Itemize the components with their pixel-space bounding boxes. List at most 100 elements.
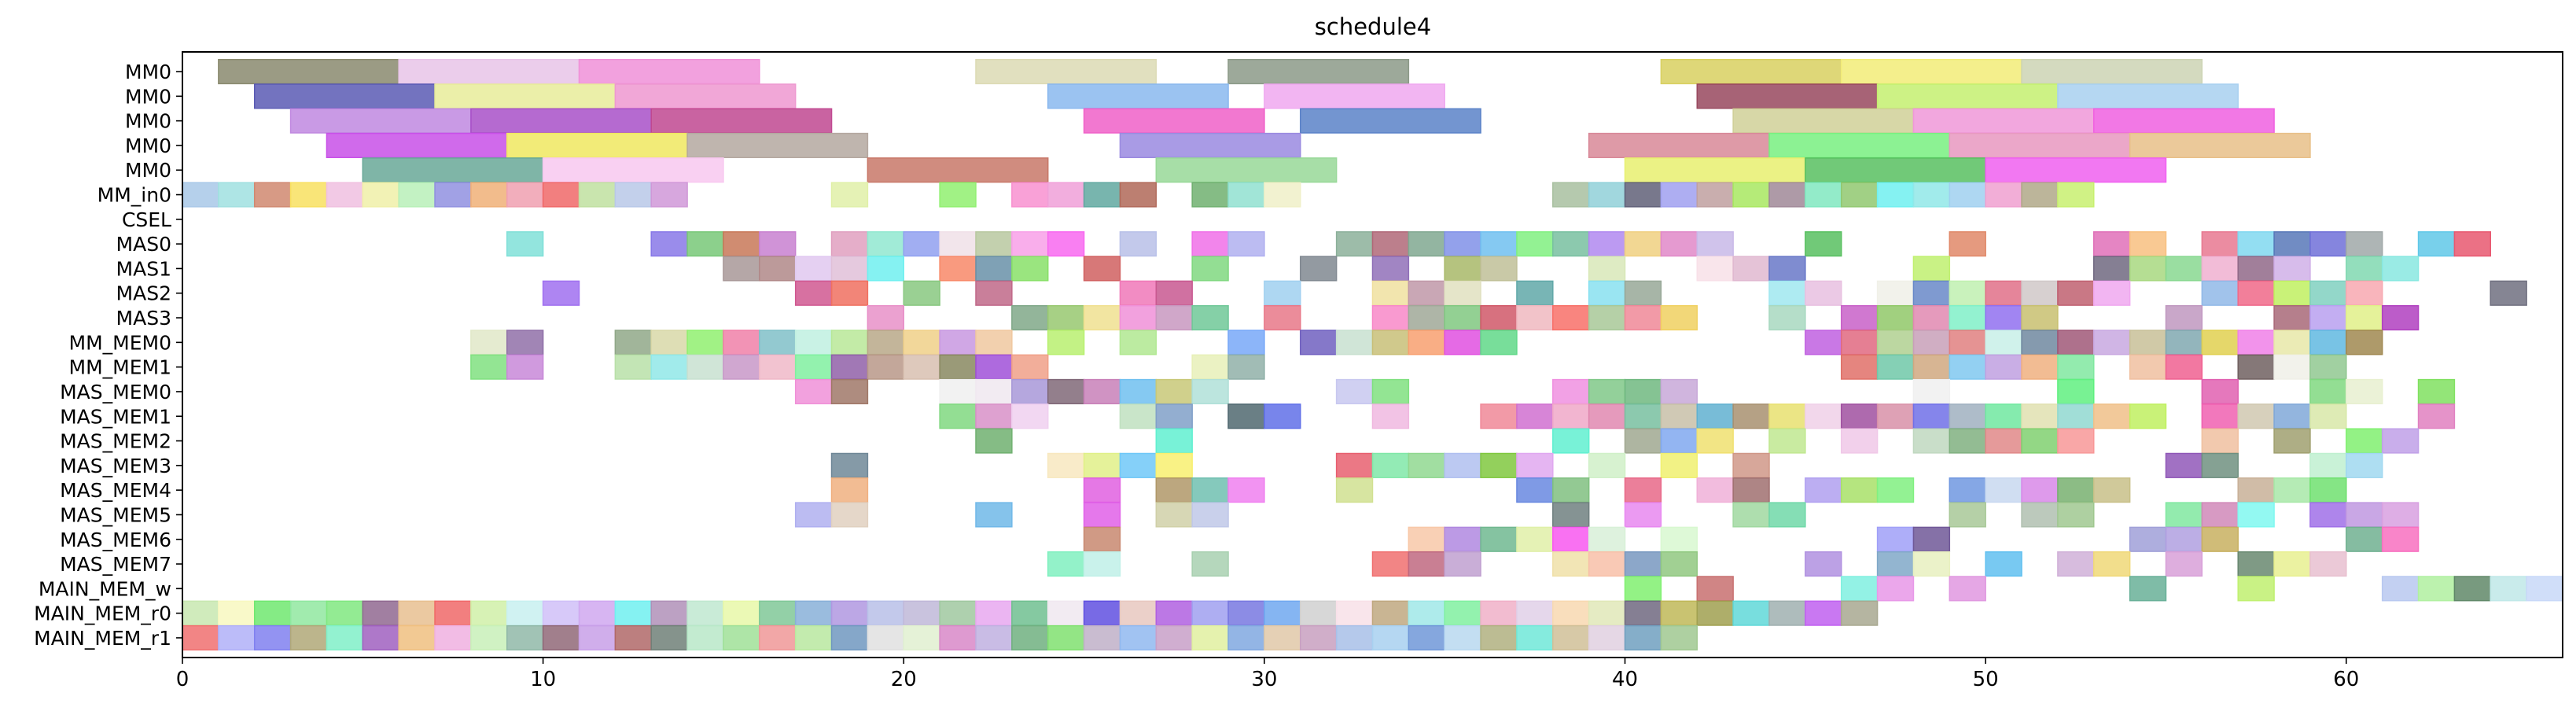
gantt-bar [2309, 354, 2347, 380]
gantt-bar [1335, 477, 1374, 503]
gantt-bar [830, 378, 869, 405]
gantt-bar [1264, 600, 1301, 626]
gantt-bar [686, 231, 724, 257]
gantt-bar [2381, 576, 2420, 602]
gantt-bar [1480, 256, 1518, 282]
gantt-bar [1840, 576, 1879, 602]
gantt-bar [1840, 58, 2022, 85]
gantt-bar [362, 157, 544, 183]
gantt-bar [2165, 551, 2203, 577]
gantt-bar [1805, 330, 1842, 356]
gantt-bar [939, 256, 977, 282]
gantt-bar [759, 256, 797, 282]
gantt-bar [975, 280, 1013, 306]
y-tick-label: MAIN_MEM_w [39, 577, 171, 600]
gantt-bar [1083, 108, 1265, 134]
gantt-bar [2273, 330, 2311, 356]
gantt-bar [2093, 403, 2131, 429]
gantt-bar [1408, 624, 1445, 651]
gantt-bar [975, 600, 1013, 626]
gantt-bar [1119, 403, 1157, 429]
gantt-bar [289, 624, 328, 651]
gantt-bar [1876, 403, 1915, 429]
gantt-bar [2129, 132, 2311, 159]
gantt-bar [1588, 231, 1626, 257]
gantt-bar [1768, 132, 1951, 159]
gantt-bar [1155, 403, 1193, 429]
gantt-bar [1480, 330, 1518, 356]
gantt-bar [1552, 403, 1590, 429]
gantt-bar [1083, 182, 1121, 208]
gantt-bar [542, 182, 580, 208]
gantt-bar [1588, 403, 1626, 429]
gantt-bar [2490, 280, 2527, 306]
gantt-bar [1335, 624, 1374, 651]
gantt-bar [1805, 182, 1842, 208]
gantt-bar [1552, 231, 1590, 257]
x-tick-label: 40 [1612, 668, 1638, 691]
gantt-bar [1191, 600, 1229, 626]
gantt-bar [2381, 428, 2420, 454]
gantt-bar [1660, 304, 1698, 331]
gantt-bar [2237, 576, 2275, 602]
gantt-bar [1660, 182, 1698, 208]
gantt-bar [1227, 624, 1265, 651]
gantt-bar [578, 600, 616, 626]
gantt-bar [2346, 378, 2383, 405]
gantt-bar [1949, 354, 1986, 380]
gantt-bar [686, 330, 724, 356]
gantt-bar [218, 624, 256, 651]
gantt-bar [1552, 182, 1590, 208]
gantt-bar [1047, 83, 1229, 109]
gantt-bar [2057, 403, 2095, 429]
gantt-bar [975, 378, 1013, 405]
gantt-bar [975, 256, 1013, 282]
y-tick-label: MAS1 [116, 257, 171, 280]
gantt-bar [1011, 256, 1049, 282]
gantt-bar [1805, 551, 1842, 577]
gantt-bar [362, 182, 399, 208]
gantt-bar [2129, 526, 2167, 552]
gantt-bar [434, 83, 616, 109]
gantt-bar [794, 624, 833, 651]
gantt-bar [1588, 526, 1626, 552]
gantt-bar [1660, 231, 1698, 257]
gantt-bar [1840, 330, 1879, 356]
gantt-bar [2309, 330, 2347, 356]
gantt-bar [1552, 526, 1590, 552]
gantt-bar [1624, 624, 1662, 651]
gantt-bar [1480, 304, 1518, 331]
gantt-bar [1805, 600, 1842, 626]
gantt-bar [2057, 330, 2095, 356]
gantt-bar [2273, 477, 2311, 503]
gantt-bar [1949, 280, 1986, 306]
gantt-bar [470, 108, 652, 134]
gantt-bar [470, 330, 508, 356]
gantt-bar [759, 330, 797, 356]
gantt-bar [1155, 378, 1193, 405]
gantt-bar [1371, 304, 1410, 331]
gantt-bar [1840, 354, 1879, 380]
gantt-bar [1768, 304, 1806, 331]
gantt-bar [1660, 428, 1698, 454]
gantt-bar [1985, 157, 2167, 183]
gantt-bar [1227, 182, 1265, 208]
gantt-bar [434, 624, 472, 651]
gantt-bar [182, 624, 219, 651]
gantt-bar [2129, 256, 2167, 282]
gantt-bar [1047, 330, 1085, 356]
gantt-bar [1155, 624, 1193, 651]
gantt-bar [1660, 452, 1698, 478]
gantt-bar [2165, 526, 2203, 552]
gantt-bar [1912, 354, 1951, 380]
gantt-bar [2093, 231, 2131, 257]
gantt-bar [830, 354, 869, 380]
gantt-bar [2273, 403, 2311, 429]
gantt-bar [830, 231, 869, 257]
gantt-bar [2165, 256, 2203, 282]
gantt-bar [1660, 600, 1698, 626]
gantt-bar [2021, 330, 2059, 356]
gantt-bar [578, 182, 616, 208]
gantt-bar [2057, 551, 2095, 577]
gantt-bar [1371, 231, 1410, 257]
